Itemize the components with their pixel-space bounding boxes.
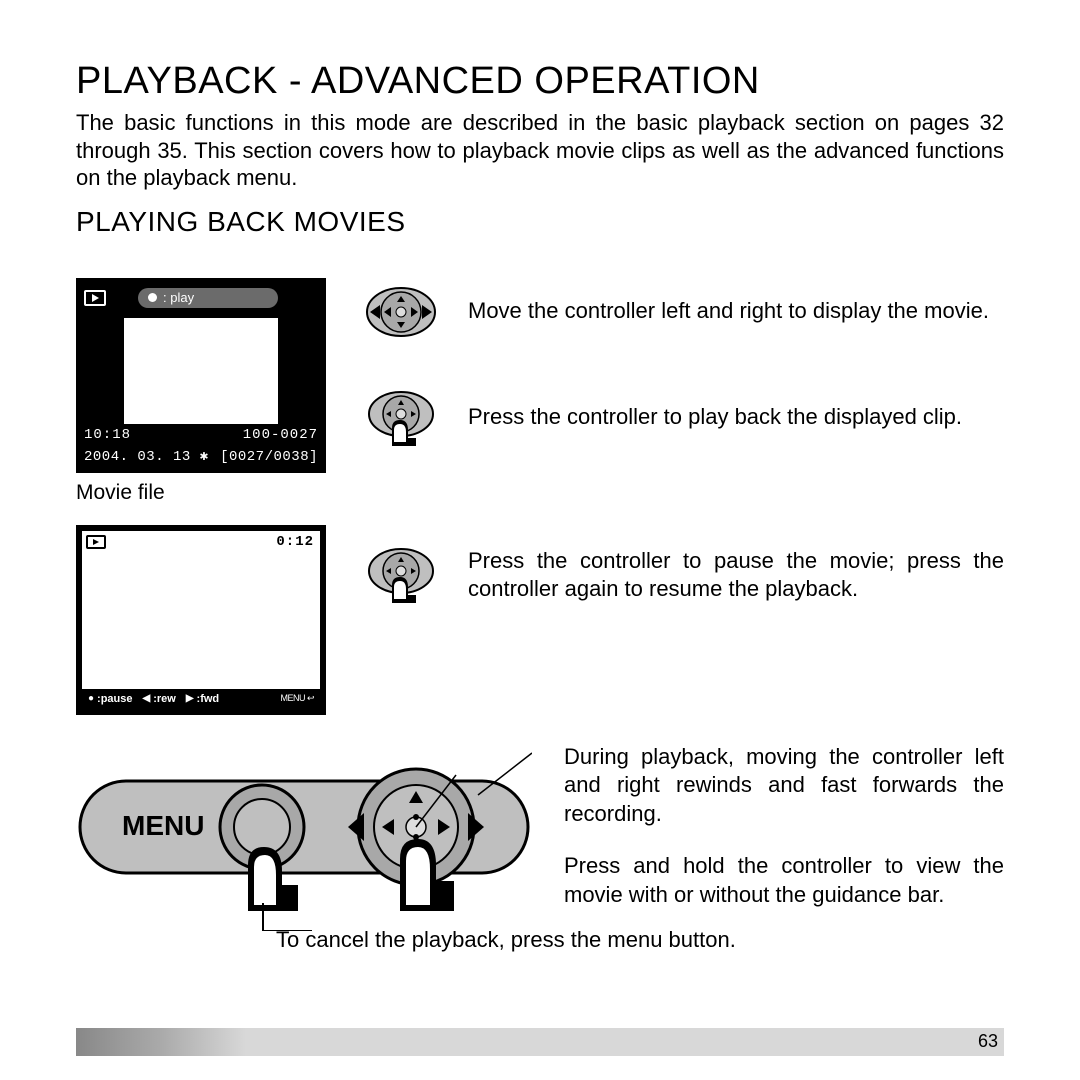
page-number: 63 [978,1031,998,1052]
playback-mode-icon [86,535,106,549]
playback-timer: 0:12 [276,534,314,550]
menu-label: MENU [122,810,204,841]
step-1-text: Move the controller left and right to di… [468,297,1004,326]
controller-press-icon [362,390,440,446]
controller-left-right-icon [362,284,440,340]
step-4-text: During playback, moving the controller l… [564,743,1004,829]
play-pill: : play [138,288,278,308]
screen1-caption: Movie file [76,481,326,505]
page-footer: 63 [0,1028,1080,1056]
step-2-text: Press the controller to play back the di… [468,403,1004,432]
step-5-text: Press and hold the controller to view th… [564,852,1004,909]
guidance-bar: ●:pause ◀:rew ▶:fwd MENU ↩ [82,689,320,709]
lcd-screen-1: : play 10:18 100-0027 2004. 03. 13 ✱ [00… [76,278,326,505]
step-3-text: Press the controller to pause the movie;… [468,547,1004,604]
time-display: 10:18 [84,427,131,443]
file-number: 100-0027 [243,427,318,443]
cancel-text: To cancel the playback, press the menu b… [276,927,1004,953]
movie-frame [122,316,280,426]
page-title: PLAYBACK - ADVANCED OPERATION [76,60,1004,103]
intro-text: The basic functions in this mode are des… [76,109,1004,192]
frame-counter: [0027/0038] [220,449,318,465]
playback-mode-icon [84,290,106,306]
lcd-screen-2: 0:12 ●:pause ◀:rew ▶:fwd MENU ↩ [76,525,326,715]
play-label: : play [163,290,194,305]
controller-press-icon [362,547,440,603]
date-display: 2004. 03. 13 ✱ [84,448,209,465]
controller-panel: MENU [76,735,532,885]
section-subtitle: PLAYING BACK MOVIES [76,206,1004,238]
